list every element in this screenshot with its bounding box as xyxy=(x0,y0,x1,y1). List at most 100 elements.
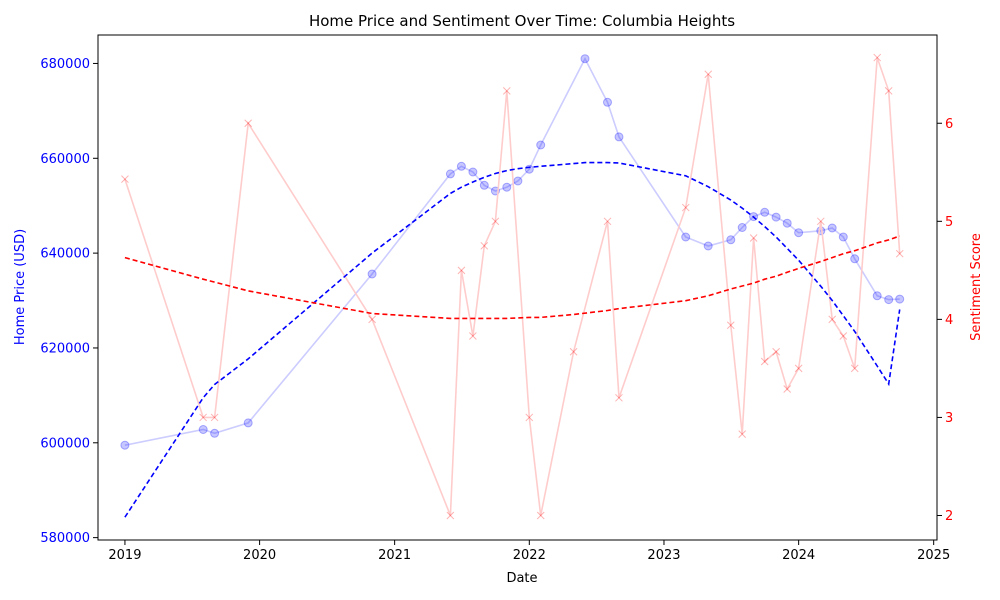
sentiment-point-stroke xyxy=(839,332,848,340)
sentiment-point-stroke xyxy=(536,511,545,520)
sentiment-point-stroke xyxy=(368,315,376,324)
sentiment-point-stroke xyxy=(525,413,534,422)
sentiment-point xyxy=(895,249,904,258)
price-point xyxy=(681,232,691,242)
sentiment-point-stroke xyxy=(873,53,882,62)
sentiment-point xyxy=(603,217,612,226)
price-point xyxy=(479,180,489,190)
price-point xyxy=(782,218,792,228)
price-trend-line xyxy=(124,161,901,518)
sentiment-point xyxy=(615,393,623,402)
price-point xyxy=(884,295,894,305)
sentiment-point-stroke xyxy=(210,413,219,422)
sentiment-point-stroke xyxy=(121,175,129,183)
x-tick-label: 2021 xyxy=(378,548,411,563)
sentiment-point-stroke xyxy=(760,357,769,366)
x-tick-label: 2019 xyxy=(108,548,141,563)
sentiment-point-stroke xyxy=(469,332,477,340)
sentiment-point-stroke xyxy=(738,430,747,438)
price-point xyxy=(827,223,837,233)
sentiment-point-stroke xyxy=(569,347,578,356)
sentiment-point-stroke xyxy=(873,53,882,62)
sentiment-point-stroke xyxy=(457,266,466,275)
sentiment-point-stroke xyxy=(569,347,578,356)
sentiment-point xyxy=(368,315,376,324)
y-right-tick-label: 5 xyxy=(945,215,953,230)
series-layer xyxy=(120,53,905,520)
price-point xyxy=(367,269,377,279)
sentiment-point-stroke xyxy=(794,364,803,373)
sentiment-point xyxy=(457,266,466,275)
y-left-tick-label: 680000 xyxy=(40,57,90,72)
sentiment-point-stroke xyxy=(772,347,780,356)
y-right-tick-label: 3 xyxy=(945,411,953,426)
y-left-tick-label: 620000 xyxy=(40,341,90,356)
sentiment-point-stroke xyxy=(244,119,253,128)
sentiment-point-stroke xyxy=(749,234,758,242)
sentiment-point-stroke xyxy=(816,217,825,226)
sentiment-point-stroke xyxy=(446,511,455,520)
sentiment-point-stroke xyxy=(491,217,500,226)
y-left-axis-label: Home Price (USD) xyxy=(13,229,28,345)
sentiment-point xyxy=(760,357,769,366)
sentiment-point xyxy=(681,203,690,212)
sentiment-point-stroke xyxy=(525,413,534,422)
sentiment-point-stroke xyxy=(828,315,837,324)
price-point xyxy=(456,161,466,171)
sentiment-point-stroke xyxy=(895,249,904,258)
sentiment-series-line xyxy=(124,57,901,516)
price-point xyxy=(850,254,860,264)
x-tick-label: 2020 xyxy=(243,548,276,563)
sentiment-point-stroke xyxy=(884,87,893,95)
sentiment-point-stroke xyxy=(681,203,690,212)
sentiment-point xyxy=(525,413,534,422)
sentiment-point xyxy=(569,347,578,356)
sentiment-point-stroke xyxy=(749,234,758,242)
sentiment-point-stroke xyxy=(615,393,623,402)
price-point xyxy=(445,169,455,179)
price-point xyxy=(536,140,546,150)
sentiment-point xyxy=(726,321,735,330)
price-point xyxy=(603,97,612,107)
price-point xyxy=(726,235,736,245)
sentiment-point xyxy=(794,364,803,373)
sentiment-point-stroke xyxy=(615,393,623,402)
ticks-layer: 2019 2020 2021 2022 2023 2024 2025 580000 600000… xyxy=(40,57,953,563)
price-point xyxy=(243,418,253,428)
x-tick-label: 2023 xyxy=(647,548,680,563)
sentiment-point-stroke xyxy=(210,413,219,422)
sentiment-point-stroke xyxy=(726,321,735,330)
chart-title: Home Price and Sentiment Over Time: Colu… xyxy=(309,12,735,30)
sentiment-point xyxy=(244,119,253,128)
y-right-tick-label: 6 xyxy=(945,117,953,132)
sentiment-point xyxy=(738,430,747,438)
sentiment-point xyxy=(704,70,713,79)
y-right-axis-label: Sentiment Score xyxy=(969,233,984,341)
sentiment-point-stroke xyxy=(828,315,837,324)
sentiment-point xyxy=(536,511,545,520)
price-point xyxy=(198,425,208,434)
price-point xyxy=(838,232,848,242)
price-point xyxy=(794,228,804,238)
sentiment-point-stroke xyxy=(457,266,466,275)
sentiment-point xyxy=(749,234,758,242)
sentiment-point xyxy=(121,175,129,183)
sentiment-point-stroke xyxy=(704,70,713,79)
x-tick-label: 2022 xyxy=(513,548,546,563)
price-point xyxy=(895,294,905,304)
price-point xyxy=(771,212,781,222)
sentiment-point xyxy=(839,332,848,340)
y-left-tick-label: 660000 xyxy=(40,152,90,167)
price-series-line xyxy=(124,56,900,446)
price-point xyxy=(614,132,624,142)
sentiment-point-stroke xyxy=(199,413,208,422)
price-point xyxy=(580,54,590,64)
sentiment-point-stroke xyxy=(480,241,489,250)
y-right-tick-label: 2 xyxy=(945,509,953,524)
sentiment-point-stroke xyxy=(491,217,500,226)
x-axis-label: Date xyxy=(506,571,537,586)
sentiment-point xyxy=(199,413,208,422)
sentiment-point-stroke xyxy=(502,87,511,95)
price-point xyxy=(513,176,523,186)
